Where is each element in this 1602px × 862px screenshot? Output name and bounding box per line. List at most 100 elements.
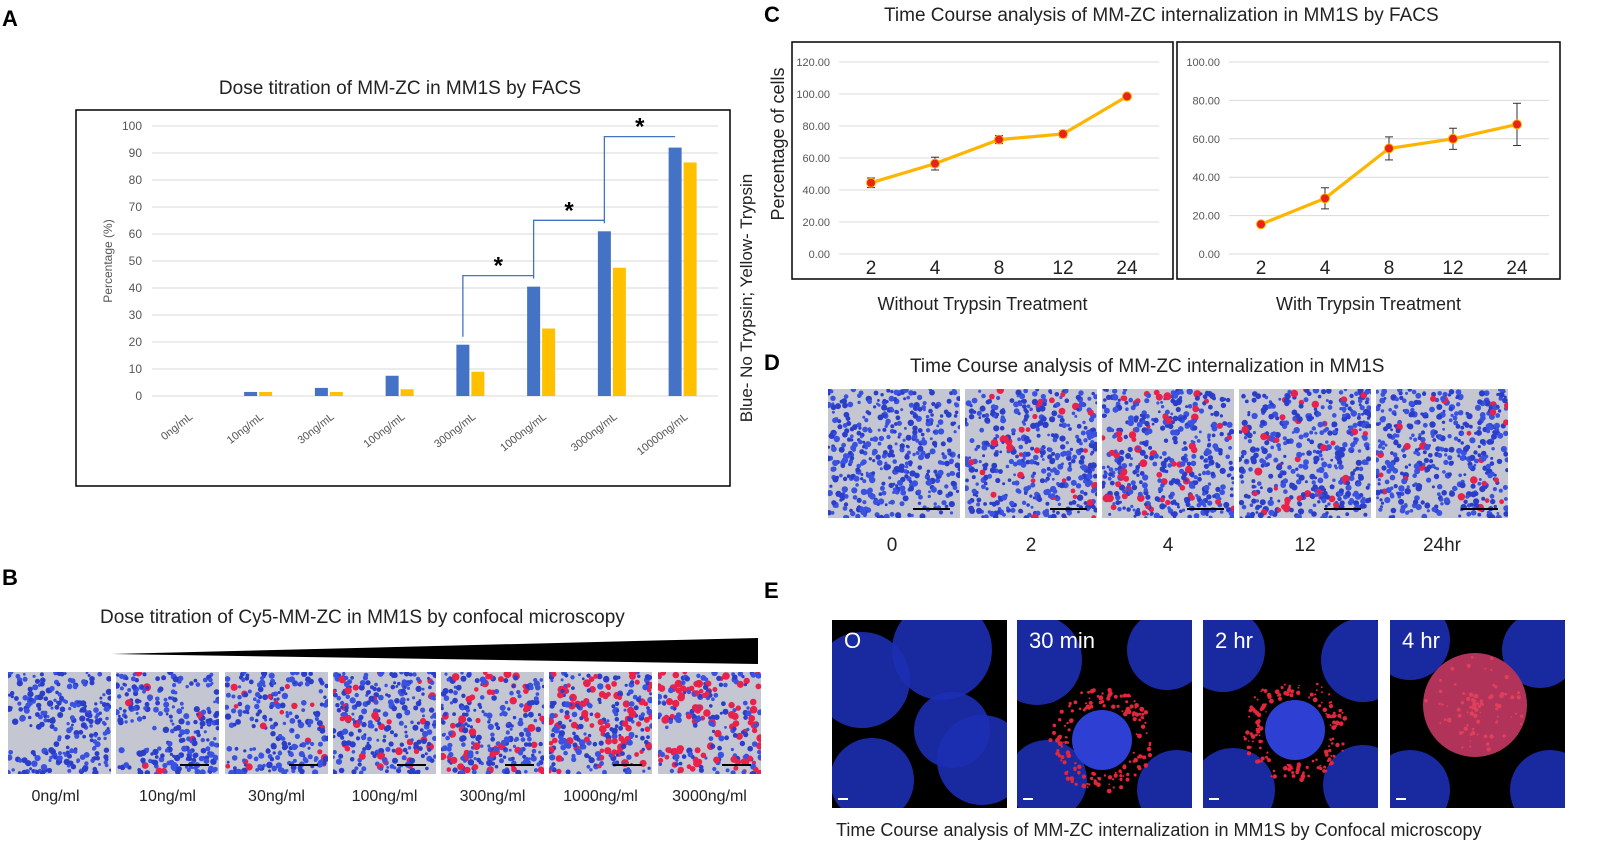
x-tick-label: 8	[1384, 258, 1395, 279]
dose-label: 300ng/ml	[459, 788, 526, 805]
data-point	[1384, 143, 1394, 154]
confocal-image: O	[832, 620, 1007, 808]
scale-bar	[913, 508, 950, 510]
bar-no-trypsin	[456, 344, 470, 396]
data-point	[994, 134, 1004, 145]
time-label: 12	[1294, 535, 1316, 556]
bar-no-trypsin	[244, 391, 258, 396]
dose-gradient-wedge	[112, 638, 758, 664]
y-tick-label: 20	[129, 335, 143, 349]
chart-c-xlabel: Without Trypsin Treatment	[877, 294, 1087, 314]
y-tick-label: 100	[122, 119, 142, 133]
bar-no-trypsin	[668, 147, 682, 396]
confocal-image: 4 hr	[1390, 620, 1565, 808]
time-label: 0	[886, 535, 898, 556]
confocal-time-label: O	[844, 628, 862, 653]
significance-star: *	[564, 197, 574, 224]
y-tick-label: 0.00	[809, 249, 830, 261]
panel-b-title: Dose titration of Cy5-MM-ZC in MM1S by c…	[100, 607, 625, 628]
confocal-time-label: 30 min	[1029, 628, 1096, 653]
nucleus	[1510, 750, 1565, 808]
panel-label-e: E	[764, 578, 779, 603]
y-tick-label: 100.00	[796, 89, 830, 101]
bar-no-trypsin	[597, 231, 611, 396]
nucleus	[832, 632, 910, 728]
scale-bar	[838, 798, 848, 800]
y-tick-label: 80.00	[1192, 95, 1220, 107]
microscopy-image	[441, 672, 544, 774]
y-tick-label: 20.00	[802, 217, 830, 229]
microscopy-image	[658, 672, 761, 774]
bar-trypsin	[542, 328, 556, 396]
confocal-image: 2 hr	[1203, 620, 1378, 808]
chart-a-ylabel: Percentage (%)	[101, 219, 115, 302]
x-tick-label: 24	[1116, 258, 1138, 279]
data-point	[1256, 219, 1266, 230]
microscopy-image	[965, 389, 1097, 518]
bar-trypsin	[612, 267, 626, 396]
significance-star: *	[494, 253, 504, 280]
nucleus	[1323, 745, 1378, 808]
bar-trypsin	[259, 391, 273, 396]
dose-label: 10ng/ml	[139, 788, 196, 805]
bar-trypsin	[329, 391, 343, 396]
nucleus	[1502, 620, 1565, 688]
nucleus	[1390, 750, 1450, 808]
bar-trypsin	[400, 389, 414, 396]
microscopy-image	[1376, 389, 1508, 518]
dose-label: 100ng/ml	[351, 788, 418, 805]
y-tick-label: 80.00	[802, 121, 830, 133]
microscopy-image	[333, 672, 436, 774]
dose-label: 0ng/ml	[31, 788, 80, 805]
bar-no-trypsin	[314, 387, 328, 396]
scale-bar	[1324, 508, 1361, 510]
chart-c-ylabel: Percentage of cells	[768, 67, 788, 220]
scale-bar	[289, 764, 318, 766]
panel-a-bar-chart: Dose titration of MM-ZC in MM1S by FACS 0…	[75, 78, 756, 487]
scale-bar	[1461, 508, 1498, 510]
microscopy-image	[116, 672, 219, 774]
x-tick-label: 4	[1320, 258, 1331, 279]
scale-bar	[1050, 508, 1087, 510]
y-tick-label: 40.00	[1192, 172, 1220, 184]
y-tick-label: 120.00	[796, 57, 830, 69]
panel-label-b: B	[2, 565, 18, 590]
y-tick-label: 70	[129, 200, 143, 214]
scale-bar	[1187, 508, 1224, 510]
bar-no-trypsin	[527, 286, 541, 396]
data-point	[1512, 119, 1522, 130]
microscopy-image	[1239, 389, 1371, 518]
bar-trypsin	[471, 371, 485, 396]
y-tick-label: 0	[135, 389, 142, 403]
scale-bar	[505, 764, 534, 766]
data-point	[1122, 91, 1132, 102]
chart-a-legend-note: Blue- No Trypsin; Yellow- Trypsin	[737, 174, 756, 423]
y-tick-label: 20.00	[1192, 211, 1220, 223]
data-point	[1058, 129, 1068, 139]
nucleus	[1390, 620, 1450, 680]
chart-c-frame	[791, 41, 1174, 280]
scale-bar	[1209, 798, 1219, 800]
scale-bar	[180, 764, 209, 766]
confocal-image: 30 min	[1017, 620, 1192, 808]
nucleus	[1017, 620, 1082, 705]
time-label: 4	[1162, 535, 1174, 556]
panel-label-a: A	[2, 6, 18, 31]
dose-label: 3000ng/ml	[672, 788, 747, 805]
time-label: 2	[1025, 535, 1037, 556]
panel-d-title: Time Course analysis of MM-ZC internaliz…	[910, 356, 1385, 377]
microscopy-image	[828, 389, 960, 518]
nucleus	[892, 620, 992, 700]
nucleus	[832, 738, 914, 808]
microscopy-image	[225, 672, 328, 774]
chart-c-frame	[1176, 41, 1561, 280]
significance-bracket	[532, 219, 605, 279]
y-tick-label: 0.00	[1199, 249, 1220, 261]
nucleus	[1127, 620, 1192, 690]
y-tick-label: 60	[129, 227, 143, 241]
data-point	[1448, 133, 1458, 144]
x-tick-label: 2	[1256, 258, 1267, 279]
confocal-time-label: 4 hr	[1402, 628, 1440, 653]
chart-c-xlabel: With Trypsin Treatment	[1276, 294, 1461, 314]
microscopy-image	[8, 672, 111, 774]
